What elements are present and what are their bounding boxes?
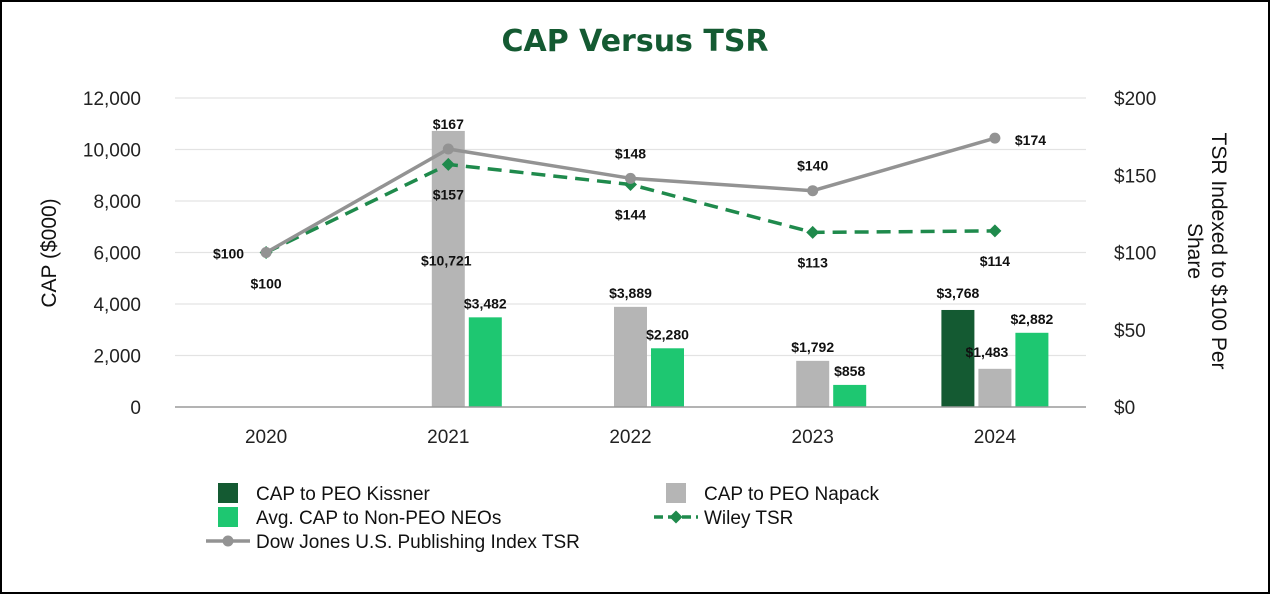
wiley-tsr-data-label: $113 (798, 254, 829, 270)
legend-label: Wiley TSR (704, 508, 793, 529)
y-right-tick-label: $0 (1114, 398, 1135, 419)
legend-label: Dow Jones U.S. Publishing Index TSR (256, 532, 580, 553)
legend-label: Avg. CAP to Non-PEO NEOs (256, 508, 501, 529)
chart-title: CAP Versus TSR (501, 24, 768, 59)
legend-swatch (218, 483, 238, 503)
legend-swatch (218, 507, 238, 527)
legend-label: CAP to PEO Napack (704, 484, 879, 505)
bar-avg-cap-to-non-peo-neos-2023 (833, 384, 867, 407)
bar-avg-cap-to-non-peo-neos-2021 (468, 317, 502, 407)
y-left-tick-label: 8,000 (93, 192, 141, 213)
dow-jones-tsr-data-label: $140 (797, 158, 828, 174)
bar-avg-cap-to-non-peo-neos-2024 (1015, 332, 1049, 407)
legend-entry-wiley-tsr: Wiley TSR (654, 508, 793, 529)
y-right-axis-title-line-2: Share (1183, 223, 1206, 279)
y-right-tick-label: $50 (1114, 321, 1146, 342)
wiley-tsr-data-label: $114 (980, 253, 1011, 269)
wiley-tsr-data-label: $100 (251, 276, 282, 292)
bar-data-label: $1,483 (965, 344, 1008, 360)
x-tick-label: 2022 (609, 427, 651, 448)
dow-jones-tsr-data-label: $174 (1015, 132, 1046, 148)
data-labels: $3,768 $10,721 $3,889 $1,792 $1,483 $3,482 $2,… (213, 116, 1054, 379)
point-dow-jones-u-s-publishing-index-tsr-2020 (260, 247, 272, 258)
gridlines (175, 97, 1086, 357)
x-tick-label: 2024 (974, 427, 1017, 448)
bar-cap-to-peo-napack-2023 (796, 360, 830, 407)
x-tick-label: 2021 (427, 427, 469, 448)
axes: 0 2,000 4,000 6,000 8,000 10,000 12,000 $0 $50 $1… (38, 89, 1230, 448)
y-left-tick-label: 10,000 (83, 141, 141, 162)
point-wiley-tsr-2023 (806, 225, 820, 239)
point-wiley-tsr-2024 (988, 224, 1002, 238)
wiley-tsr-data-label: $157 (433, 186, 464, 202)
y-right-tick-label: $200 (1114, 89, 1156, 110)
y-left-tick-label: 12,000 (83, 89, 141, 110)
bar-data-label: $858 (834, 363, 865, 379)
y-left-axis-title: CAP ($000) (38, 198, 61, 307)
bar-data-label: $10,721 (421, 252, 472, 268)
legend-swatch (666, 483, 686, 503)
legend-entry-cap-to-peo-napack: CAP to PEO Napack (666, 483, 879, 505)
bar-cap-to-peo-napack-2021 (431, 130, 465, 407)
bar-data-label: $3,889 (609, 285, 652, 301)
bar-data-label: $2,882 (1010, 311, 1053, 327)
y-left-tick-label: 0 (130, 398, 141, 419)
dow-jones-tsr-data-label: $148 (615, 145, 646, 161)
bar-data-label: $2,280 (646, 326, 689, 342)
y-right-tick-label: $150 (1114, 166, 1156, 187)
point-wiley-tsr-2021 (441, 157, 455, 171)
legend: CAP to PEO Kissner CAP to PEO Napack Avg. … (206, 483, 879, 553)
bar-cap-to-peo-napack-2024 (978, 368, 1012, 407)
bar-cap-to-peo-napack-2022 (614, 306, 647, 407)
legend-entry-avg-cap-to-non-peo-neos: Avg. CAP to Non-PEO NEOs (218, 507, 501, 529)
bar-avg-cap-to-non-peo-neos-2022 (651, 348, 684, 407)
point-dow-jones-u-s-publishing-index-tsr-2022 (625, 172, 636, 184)
y-left-tick-label: 4,000 (93, 295, 141, 316)
dow-jones-tsr-data-label: $100 (213, 246, 244, 262)
bars (431, 130, 1049, 407)
x-tick-label: 2023 (792, 427, 834, 448)
legend-label: CAP to PEO Kissner (256, 484, 431, 505)
lines (259, 132, 1002, 259)
wiley-tsr-data-label: $144 (615, 207, 646, 223)
y-left-tick-label: 2,000 (93, 347, 141, 368)
legend-entry-cap-to-peo-kissner: CAP to PEO Kissner (218, 483, 431, 505)
point-dow-jones-u-s-publishing-index-tsr-2021 (442, 143, 454, 155)
x-tick-label: 2020 (245, 427, 287, 448)
point-dow-jones-u-s-publishing-index-tsr-2023 (807, 185, 819, 197)
y-right-tick-label: $100 (1114, 244, 1156, 265)
dow-jones-tsr-data-label: $167 (433, 116, 464, 132)
bar-cap-to-peo-kissner-2024 (941, 309, 975, 407)
point-dow-jones-u-s-publishing-index-tsr-2024 (989, 132, 1001, 144)
legend-entry-dow-jones-u-s-publishing-index-tsr: Dow Jones U.S. Publishing Index TSR (206, 532, 580, 553)
bar-data-label: $1,792 (791, 339, 834, 355)
bar-data-label: $3,482 (464, 295, 507, 311)
legend-marker (669, 510, 683, 524)
legend-marker (222, 535, 234, 547)
bar-data-label: $3,768 (936, 285, 979, 301)
y-left-tick-label: 6,000 (93, 244, 141, 265)
y-right-axis-title-line-1: TSR Indexed to $100 Per (1207, 133, 1230, 370)
